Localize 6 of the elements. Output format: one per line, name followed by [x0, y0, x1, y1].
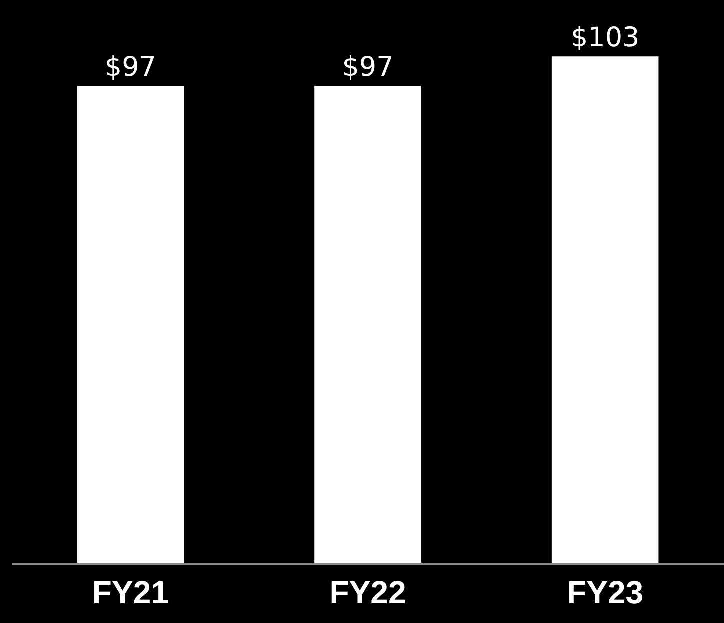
data-label: $97	[104, 52, 156, 84]
x-tick-label: FY22	[330, 574, 406, 610]
x-tick-label: FY21	[92, 574, 169, 610]
data-label: $97	[342, 52, 394, 84]
x-tick-label: FY23	[567, 574, 644, 610]
data-label: $103	[570, 22, 640, 54]
